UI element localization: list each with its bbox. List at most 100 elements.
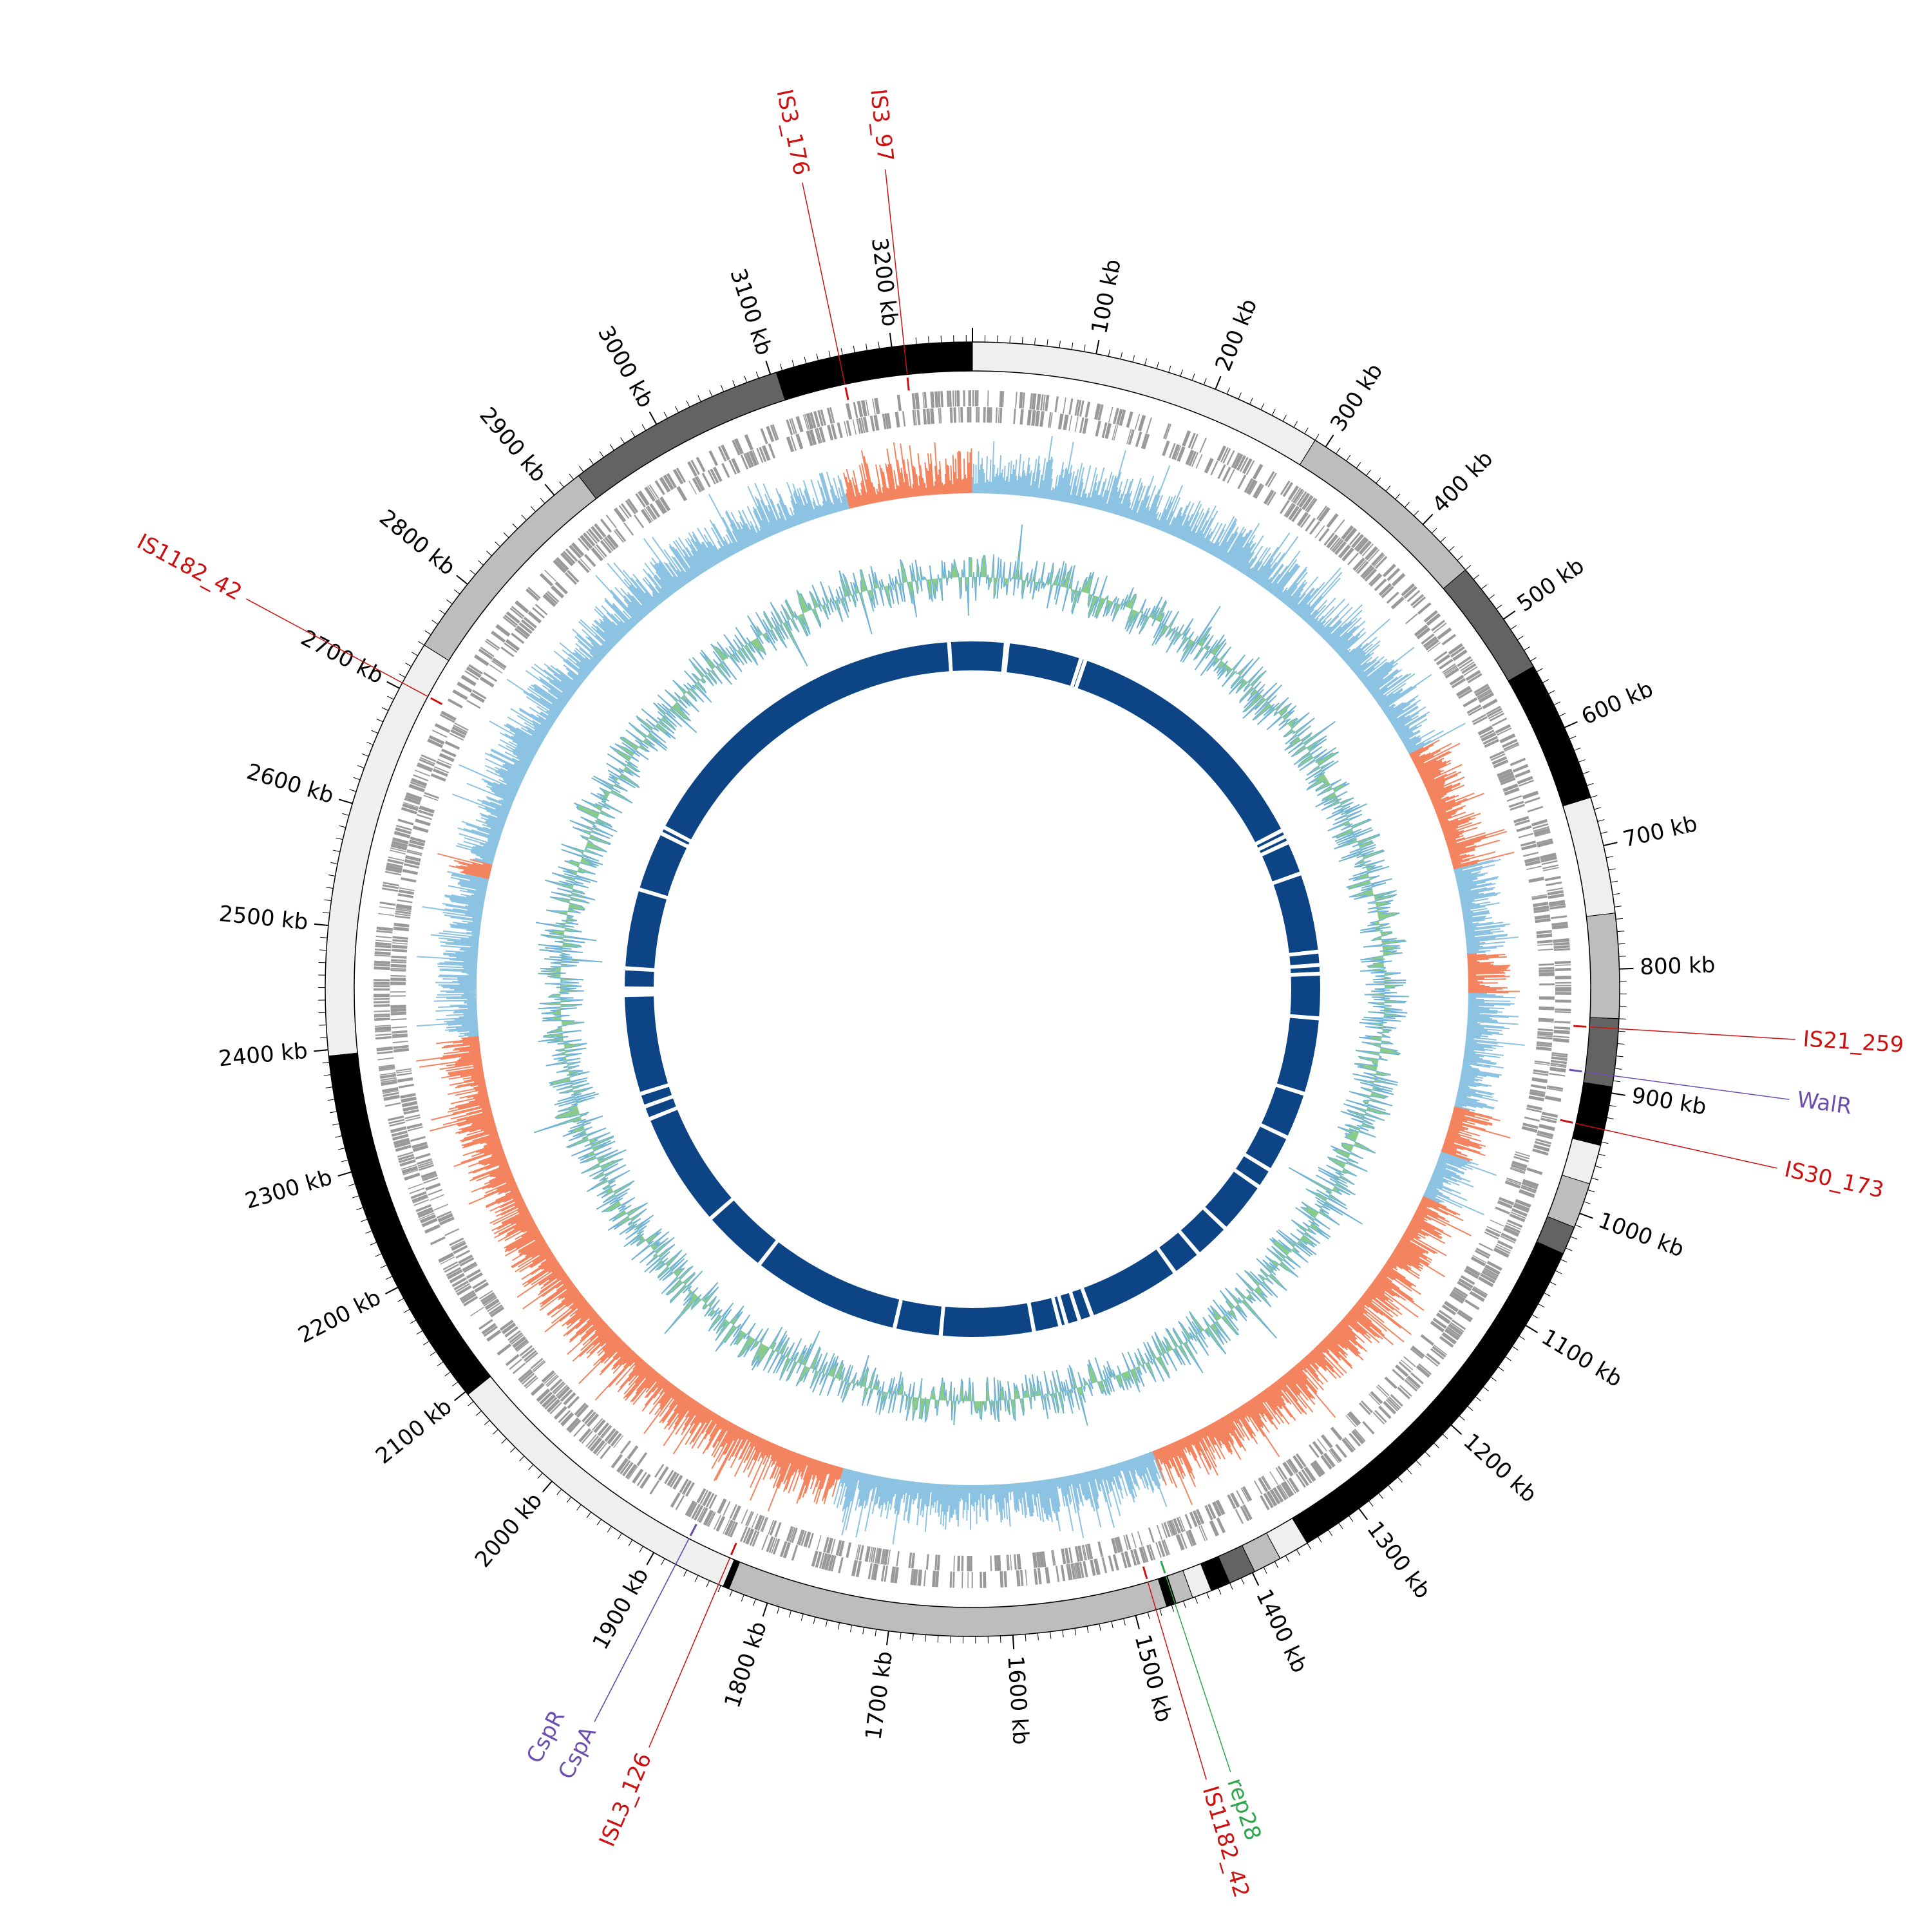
genome-segment — [1586, 913, 1620, 1019]
cds-feature — [976, 406, 978, 422]
scale-tick — [1296, 1549, 1301, 1556]
cds-feature — [1406, 590, 1421, 602]
cds-feature — [1113, 408, 1119, 424]
cds-feature — [1464, 1299, 1480, 1311]
scale-tick — [721, 384, 724, 392]
cds-feature — [1553, 1035, 1570, 1039]
cds-feature — [636, 1472, 647, 1486]
scale-tick — [1434, 1443, 1439, 1448]
cds-feature — [1208, 1504, 1217, 1519]
scale-tick — [424, 630, 431, 635]
homology-block — [1077, 661, 1282, 842]
cds-feature — [1533, 828, 1551, 836]
cds-feature — [706, 1511, 715, 1527]
cds-feature — [1074, 399, 1079, 416]
cds-feature — [1506, 795, 1522, 802]
cds-feature — [1496, 1244, 1511, 1252]
cds-feature — [423, 795, 439, 801]
scale-tick — [586, 1511, 592, 1519]
cds-feature — [1349, 532, 1361, 545]
cds-feature — [383, 1090, 399, 1094]
cds-feature — [1016, 1570, 1021, 1587]
cds-feature — [1468, 706, 1482, 716]
cds-feature — [549, 1378, 563, 1392]
cds-feature — [1553, 938, 1570, 943]
cds-feature — [691, 1504, 701, 1519]
scale-tick — [1582, 771, 1590, 775]
cds-feature — [1312, 1460, 1325, 1475]
cds-feature — [1252, 464, 1264, 480]
cds-feature — [1068, 1564, 1073, 1580]
cds-feature — [882, 413, 887, 430]
cds-feature — [1372, 1412, 1385, 1425]
cds-feature — [396, 1070, 412, 1074]
cds-feature — [1188, 451, 1197, 466]
cds-feature — [911, 1569, 917, 1586]
cds-feature — [541, 1370, 555, 1383]
cds-feature — [566, 1417, 580, 1432]
scale-tick — [1385, 485, 1391, 492]
cds-feature — [379, 1072, 396, 1076]
cds-feature — [404, 797, 421, 805]
cds-feature — [1537, 1133, 1553, 1139]
scale-tick — [337, 1171, 352, 1177]
cds-feature — [409, 839, 425, 847]
cds-feature — [1553, 942, 1570, 946]
cds-feature — [374, 1016, 390, 1018]
cds-feature — [1341, 547, 1354, 562]
annotation-leader — [594, 1538, 690, 1722]
scale-tick — [325, 1086, 333, 1088]
scale-tick — [1586, 782, 1594, 786]
cds-feature — [999, 1571, 1004, 1587]
cds-feature — [425, 1182, 441, 1191]
cds-feature — [1533, 902, 1549, 907]
cds-feature — [600, 518, 612, 533]
cds-feature — [1530, 1084, 1547, 1090]
cds-feature — [1276, 1484, 1287, 1501]
cds-feature — [448, 698, 463, 708]
cds-feature — [1537, 1031, 1553, 1034]
cds-feature — [1540, 853, 1557, 860]
cds-feature — [838, 1557, 844, 1573]
scale-tick — [630, 430, 636, 437]
cds-feature — [1533, 1069, 1549, 1074]
cds-feature — [710, 468, 719, 484]
cds-feature — [419, 805, 435, 814]
cds-feature — [1037, 1567, 1042, 1585]
cds-feature — [1068, 398, 1074, 415]
cds-feature — [1235, 1509, 1244, 1524]
scale-tick — [717, 1585, 721, 1593]
scale-tick — [386, 681, 400, 689]
cds-feature — [375, 940, 392, 942]
cds-feature — [544, 1397, 558, 1410]
cds-feature — [911, 393, 916, 410]
cds-feature — [1374, 556, 1388, 569]
cds-feature — [395, 915, 411, 919]
cds-feature — [584, 1411, 596, 1425]
cds-feature — [1282, 1461, 1294, 1477]
cds-feature — [838, 1540, 845, 1557]
cds-feature — [1469, 1291, 1485, 1302]
homology-block — [1262, 844, 1300, 882]
cds-feature — [708, 1494, 717, 1510]
cds-feature — [882, 1549, 886, 1565]
cds-feature — [1501, 1233, 1517, 1242]
cds-feature — [1518, 833, 1534, 838]
scale-tick — [330, 862, 338, 864]
cds-feature — [422, 1175, 438, 1182]
cds-feature — [1298, 493, 1311, 508]
cds-feature — [402, 1105, 419, 1112]
cds-feature — [1164, 424, 1171, 440]
cds-feature — [1156, 1524, 1163, 1540]
homology-block — [1007, 643, 1079, 686]
cds-feature — [1417, 602, 1432, 615]
cds-feature — [390, 1011, 406, 1016]
cds-feature — [627, 1466, 638, 1480]
cds-feature — [1329, 1450, 1340, 1464]
cds-feature — [1458, 689, 1473, 699]
scale-tick — [1159, 1608, 1162, 1616]
cds-feature — [1155, 1542, 1162, 1558]
cds-feature — [1450, 646, 1465, 658]
cds-feature — [532, 607, 545, 619]
cds-feature — [1240, 1488, 1249, 1502]
